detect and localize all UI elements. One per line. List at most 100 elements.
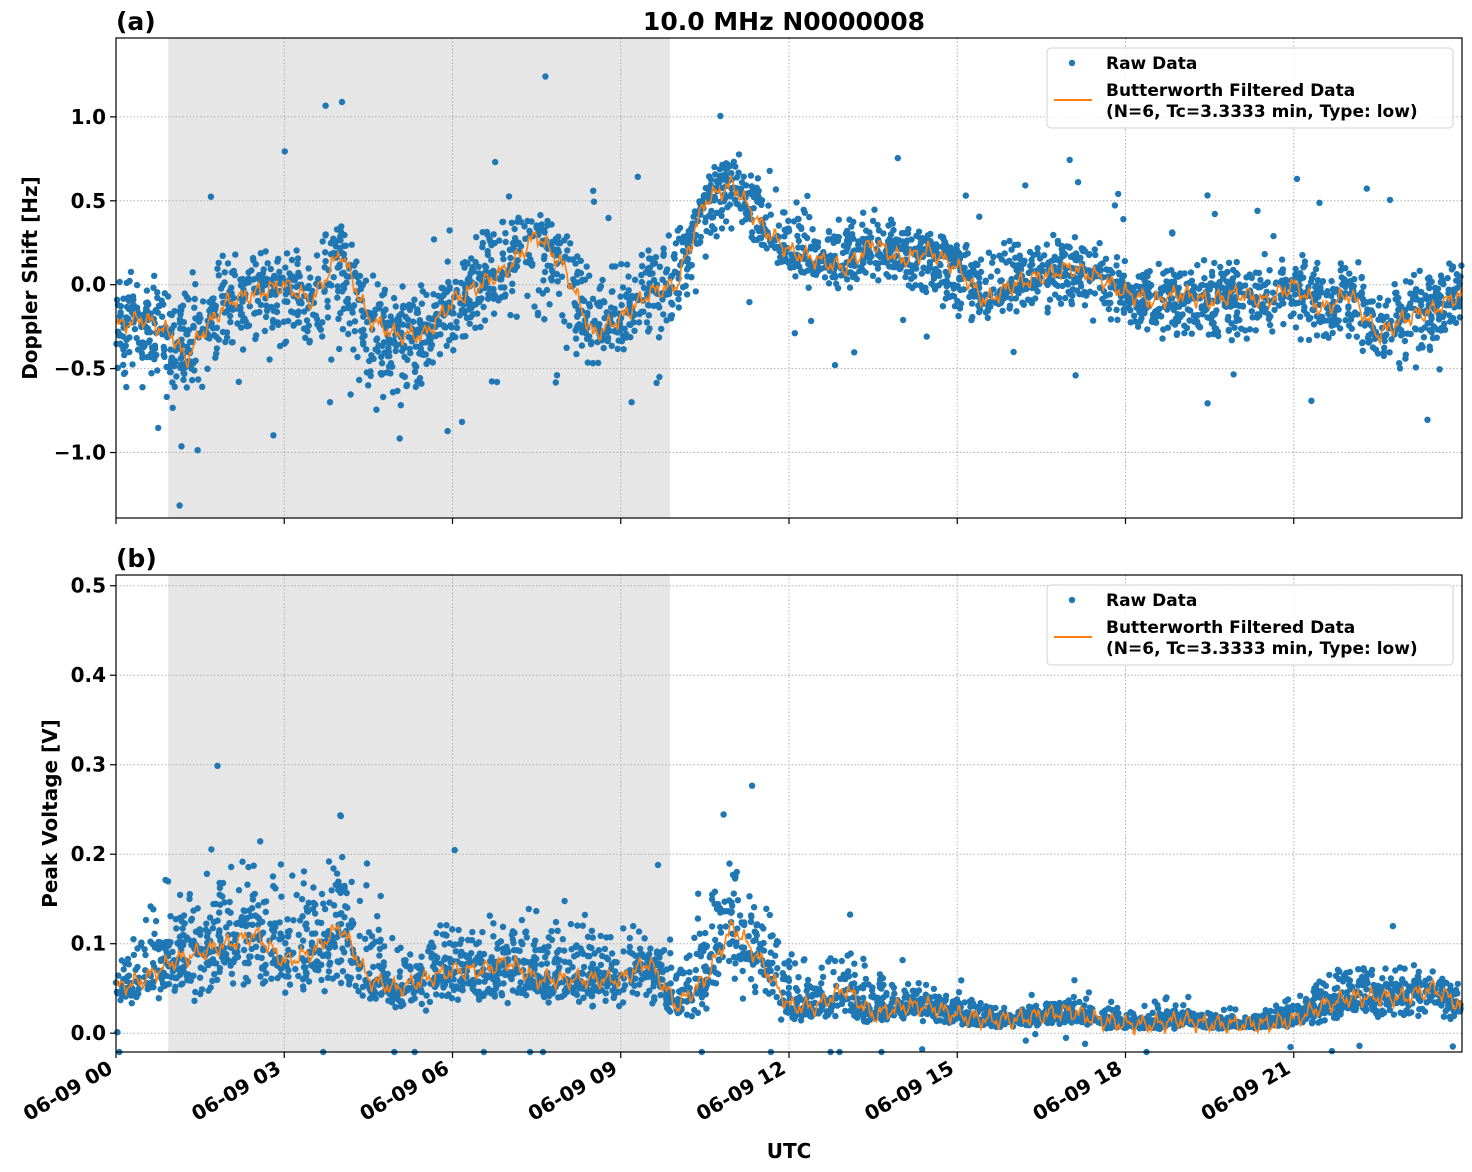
raw-data-point	[630, 922, 637, 930]
raw-data-point	[1032, 295, 1039, 302]
raw-data-point	[1275, 302, 1283, 309]
raw-data-point	[716, 166, 723, 173]
raw-data-point	[552, 956, 559, 963]
raw-data-point	[274, 319, 281, 326]
raw-data-point	[1363, 185, 1371, 192]
raw-data-point	[1183, 324, 1191, 332]
raw-data-point	[620, 925, 627, 932]
raw-data-point	[456, 940, 464, 947]
raw-data-point	[1113, 254, 1121, 261]
raw-data-point	[144, 329, 151, 336]
raw-data-point	[524, 292, 531, 299]
raw-data-point	[1261, 308, 1269, 316]
raw-data-point	[1008, 295, 1015, 302]
raw-data-point	[574, 253, 581, 260]
raw-data-point	[1294, 273, 1302, 280]
raw-data-point	[754, 175, 762, 182]
raw-data-point	[1056, 268, 1063, 275]
raw-data-point	[340, 242, 348, 250]
raw-data-point	[1429, 968, 1436, 975]
raw-data-point	[344, 941, 351, 948]
raw-data-point	[345, 273, 352, 280]
raw-data-point	[1204, 314, 1211, 321]
raw-data-point	[691, 934, 698, 941]
raw-data-point	[543, 286, 551, 294]
raw-data-point	[457, 279, 465, 287]
raw-data-point	[413, 309, 421, 316]
raw-data-point	[354, 353, 361, 361]
raw-data-point	[501, 293, 508, 300]
raw-data-point	[902, 273, 909, 281]
raw-data-point	[608, 288, 615, 295]
raw-data-point	[908, 236, 915, 243]
raw-data-point	[319, 238, 326, 245]
raw-data-point	[957, 286, 964, 294]
raw-data-point	[605, 334, 612, 342]
raw-data-point	[742, 182, 750, 189]
raw-data-point	[1034, 288, 1041, 295]
raw-data-point	[937, 233, 945, 240]
raw-data-point	[588, 338, 595, 346]
raw-data-point	[1216, 278, 1223, 286]
raw-data-point	[319, 319, 326, 326]
raw-data-point	[1369, 298, 1377, 305]
raw-data-point	[1234, 271, 1241, 278]
raw-data-point	[627, 334, 634, 341]
raw-data-point	[602, 997, 609, 1004]
raw-data-point	[228, 284, 235, 291]
raw-data-point	[847, 261, 855, 269]
raw-data-point	[749, 188, 756, 195]
raw-data-point	[378, 353, 385, 361]
raw-data-point	[446, 337, 453, 344]
raw-data-point	[586, 303, 594, 310]
raw-data-point	[1121, 300, 1128, 307]
raw-data-point	[1412, 364, 1420, 371]
raw-data-point	[197, 964, 204, 971]
raw-data-point	[831, 271, 838, 279]
raw-data-point	[282, 940, 289, 947]
raw-data-point	[507, 254, 514, 262]
raw-data-point	[684, 273, 691, 280]
raw-data-point	[143, 353, 151, 361]
raw-data-point	[614, 345, 621, 353]
raw-data-point	[117, 311, 124, 318]
raw-data-point	[224, 260, 232, 267]
raw-data-point	[437, 922, 444, 929]
raw-data-point	[219, 252, 226, 259]
raw-data-point	[305, 265, 312, 272]
raw-data-point	[923, 333, 930, 340]
raw-data-point	[284, 317, 292, 325]
raw-data-point	[818, 980, 825, 987]
raw-data-point	[765, 202, 772, 209]
raw-data-point	[746, 893, 753, 900]
raw-data-point	[1292, 324, 1300, 331]
raw-data-point	[508, 219, 515, 226]
raw-data-point	[833, 280, 840, 287]
raw-data-point	[797, 224, 805, 231]
raw-data-point	[324, 281, 331, 288]
raw-data-point	[1389, 922, 1397, 930]
raw-data-point	[1287, 1043, 1294, 1051]
raw-data-point	[411, 368, 419, 375]
raw-data-point	[975, 308, 983, 316]
raw-data-point	[713, 233, 720, 240]
raw-data-point	[1046, 296, 1054, 303]
raw-data-point	[966, 271, 973, 278]
raw-data-point	[418, 953, 425, 960]
raw-data-point	[541, 316, 548, 323]
raw-data-point	[322, 232, 329, 239]
raw-data-point	[1043, 261, 1051, 269]
raw-data-point	[1278, 256, 1286, 263]
raw-data-point	[1386, 196, 1394, 204]
raw-data-point	[875, 227, 883, 234]
raw-data-point	[888, 238, 896, 245]
raw-data-point	[1234, 301, 1241, 309]
raw-data-point	[276, 274, 283, 282]
raw-data-point	[825, 958, 832, 965]
raw-data-point	[330, 274, 337, 281]
raw-data-point	[207, 193, 215, 200]
raw-data-point	[718, 207, 726, 214]
raw-data-point	[517, 218, 525, 225]
raw-data-point	[727, 193, 734, 200]
raw-data-point	[951, 303, 959, 310]
